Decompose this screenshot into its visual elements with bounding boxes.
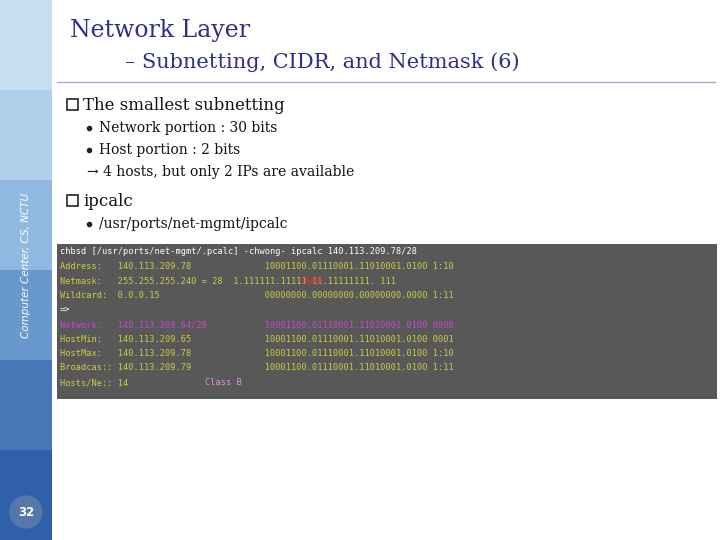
Text: – Subnetting, CIDR, and Netmask (6): – Subnetting, CIDR, and Netmask (6)	[125, 52, 520, 72]
Text: Network:   140.113.209.64/28           10001100.01110001.11010001.0100 0000: Network: 140.113.209.64/28 10001100.0111…	[60, 320, 454, 329]
Bar	[0, 270, 52, 361]
Bar	[67, 99, 78, 110]
Text: Network portion : 30 bits: Network portion : 30 bits	[99, 121, 277, 135]
Bar	[0, 450, 52, 540]
Text: 32: 32	[18, 505, 34, 518]
Text: Class B: Class B	[205, 378, 242, 387]
Text: HostMin:   140.113.209.65              10001100.01110001.11010001.0100 0001: HostMin: 140.113.209.65 10001100.0111000…	[60, 334, 454, 343]
Text: =>: =>	[60, 306, 71, 314]
Text: Wildcard:  0.0.0.15                    00000000.00000000.00000000.0000 1:11: Wildcard: 0.0.0.15 00000000.00000000.000…	[60, 291, 454, 300]
Text: HostMax:   140.113.209.78              10001100.01110001.11010001.0100 1:10: HostMax: 140.113.209.78 10001100.0111000…	[60, 349, 454, 358]
Text: 0000: 0000	[302, 276, 323, 286]
Text: Host portion : 2 bits: Host portion : 2 bits	[99, 143, 240, 157]
Text: → 4 hosts, but only 2 IPs are available: → 4 hosts, but only 2 IPs are available	[87, 165, 354, 179]
Bar	[0, 360, 52, 451]
Text: The smallest subnetting: The smallest subnetting	[83, 97, 284, 114]
Bar	[0, 0, 52, 91]
Text: Address:   140.113.209.78              10001100.01110001.11010001.0100 1:10: Address: 140.113.209.78 10001100.0111000…	[60, 262, 454, 271]
Text: Network Layer: Network Layer	[70, 18, 250, 42]
Text: chbsd [/usr/ports/net-mgmt/.pcalc] -chwong- ipcalc 140.113.209.78/28: chbsd [/usr/ports/net-mgmt/.pcalc] -chwo…	[60, 247, 417, 256]
Text: Computer Center, CS, NCTU: Computer Center, CS, NCTU	[21, 192, 31, 338]
Bar	[67, 195, 78, 206]
Text: ipcalc: ipcalc	[83, 193, 132, 210]
Text: Hosts/Ne:: 14: Hosts/Ne:: 14	[60, 378, 265, 387]
Circle shape	[10, 496, 42, 528]
Text: /usr/ports/net-mgmt/ipcalc: /usr/ports/net-mgmt/ipcalc	[99, 217, 287, 231]
Text: Netmask:   255.255.255.240 = 28  1.111111.11111 11.11111111. 111: Netmask: 255.255.255.240 = 28 1.111111.1…	[60, 276, 401, 286]
Bar	[57, 244, 717, 399]
Bar	[0, 180, 52, 271]
Bar	[0, 90, 52, 181]
Text: Broadcas:: 140.113.209.79              10001100.01110001.11010001.0100 1:11: Broadcas:: 140.113.209.79 10001100.01110…	[60, 363, 454, 373]
